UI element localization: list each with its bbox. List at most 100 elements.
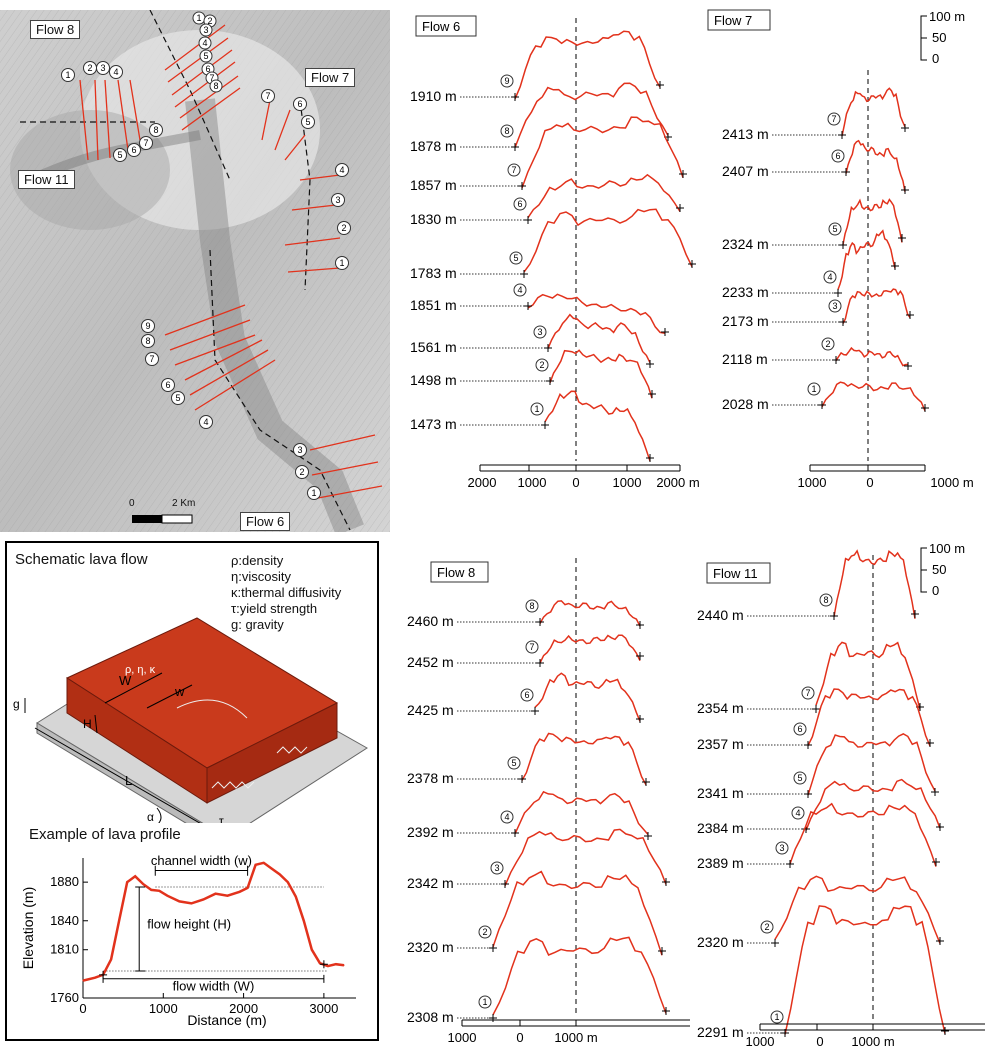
- profile-number: 4: [504, 812, 509, 822]
- profile-endpoint: [662, 1007, 670, 1015]
- elevation-label: 1910 m: [410, 88, 457, 104]
- profile-number-marker: [807, 382, 821, 396]
- profile-endpoint: [818, 401, 826, 409]
- y-tick-label: 1840: [50, 913, 79, 928]
- lava-profile-line: [845, 139, 906, 192]
- profile-endpoint: [636, 652, 644, 660]
- schematic-block-graphic: ρ, η, κ W w H L g α τ: [13, 617, 368, 823]
- profile-endpoint: [524, 302, 532, 310]
- x-tick-label: 0: [816, 1034, 823, 1048]
- profile-number-marker: [533, 325, 547, 339]
- panel-title-box: [430, 561, 489, 583]
- lava-profile-line: [841, 87, 906, 137]
- data-point: [150, 889, 152, 891]
- profile-panel-flow7: Flow 7 2413 m 7 2407 m 6 2324 m 5 2233 m 4 2173 m…: [707, 9, 974, 490]
- profile-endpoint: [804, 741, 812, 749]
- data-point: [311, 949, 313, 951]
- svg-text:3: 3: [100, 63, 105, 73]
- map-label-flow8: Flow 8: [30, 20, 81, 39]
- data-point: [271, 868, 273, 870]
- profile-number: 3: [494, 863, 499, 873]
- data-point: [343, 964, 345, 966]
- profile-endpoint: [642, 778, 650, 786]
- data-point: [255, 864, 257, 866]
- profile-number: 1: [811, 384, 816, 394]
- map-marker: 7: [145, 352, 159, 366]
- profile-endpoint: [319, 960, 328, 969]
- elevation-label: 2028 m: [722, 396, 769, 412]
- svg-text:8: 8: [213, 81, 218, 91]
- map-marker: 3: [96, 61, 110, 75]
- svg-text:4: 4: [113, 67, 118, 77]
- lava-profile-line: [789, 802, 937, 867]
- data-point: [263, 862, 265, 864]
- map-marker: 5: [301, 115, 315, 129]
- data-point: [126, 881, 128, 883]
- profile-endpoint: [911, 610, 919, 618]
- lava-profile-line: [523, 208, 693, 273]
- channel-width-bracket: [154, 865, 249, 876]
- flow-width-label: flow width (W): [173, 978, 255, 993]
- svg-text:5: 5: [305, 117, 310, 127]
- elevation-label: 2384 m: [697, 820, 744, 836]
- profile-number-marker: [525, 640, 539, 654]
- legend-diffusivity: κ:thermal diffusivity: [231, 585, 342, 600]
- map-marker: 8: [209, 79, 223, 93]
- elevation-label: 2460 m: [407, 613, 454, 629]
- symbol-tau: τ: [219, 814, 224, 823]
- data-point: [190, 902, 192, 904]
- symbol-L: L: [125, 773, 132, 788]
- lava-profile-line: [815, 641, 921, 710]
- elevation-label: 1561 m: [410, 339, 457, 355]
- lava-profile-line: [807, 733, 936, 796]
- profile-endpoint: [489, 944, 497, 952]
- data-point: [166, 895, 168, 897]
- profile-number-marker: [478, 995, 492, 1009]
- profile-number-marker: [507, 756, 521, 770]
- profile-panel-flow6: Flow 6 1910 m 9 1878 m 8 1857 m 7 1830 m 6 1783 m…: [410, 15, 700, 490]
- elevation-label: 2425 m: [407, 702, 454, 718]
- lava-profile-line: [807, 688, 931, 747]
- profile-number-marker: [500, 74, 514, 88]
- x-tick-label: 1000 m: [930, 475, 973, 490]
- lava-profile-line: [833, 549, 916, 619]
- svg-text:4: 4: [203, 417, 208, 427]
- elevation-label: 1473 m: [410, 416, 457, 432]
- profile-endpoint: [676, 204, 684, 212]
- lava-profile-line: [835, 346, 909, 367]
- profile-endpoint: [901, 124, 909, 132]
- elevation-label: 2392 m: [407, 824, 454, 840]
- data-point: [158, 890, 160, 892]
- svg-text:6: 6: [131, 145, 136, 155]
- profile-number: 6: [524, 690, 529, 700]
- map-marker: 4: [199, 415, 213, 429]
- map-marker: 7: [139, 136, 153, 150]
- profile-number: 3: [832, 301, 837, 311]
- vscale-top-label: 100 m: [929, 9, 965, 24]
- svg-text:2: 2: [207, 16, 212, 26]
- elevation-label: 2342 m: [407, 875, 454, 891]
- profile-endpoint: [636, 621, 644, 629]
- profile-endpoint: [662, 878, 670, 886]
- x-tick-label: 1000 m: [554, 1030, 597, 1045]
- profile-number: 5: [832, 224, 837, 234]
- flow-height-label: flow height (H): [147, 916, 231, 931]
- elevation-label: 2389 m: [697, 855, 744, 871]
- profile-number-marker: [478, 925, 492, 939]
- symbol-W: W: [119, 673, 132, 688]
- svg-text:3: 3: [297, 445, 302, 455]
- profile-number-marker: [831, 149, 845, 163]
- example-title: Example of lava profile: [29, 826, 181, 843]
- lava-profile-line: [547, 313, 651, 364]
- y-tick-label: 1880: [50, 874, 79, 889]
- profile-endpoint: [646, 360, 654, 368]
- profile-number-marker: [819, 593, 833, 607]
- data-point: [327, 965, 329, 967]
- data-point: [202, 898, 205, 901]
- profile-endpoint: [838, 131, 846, 139]
- profile-endpoint: [524, 216, 532, 224]
- data-point: [319, 962, 321, 964]
- vertical-scale-line: [920, 15, 927, 61]
- profile-number: 1: [534, 404, 539, 414]
